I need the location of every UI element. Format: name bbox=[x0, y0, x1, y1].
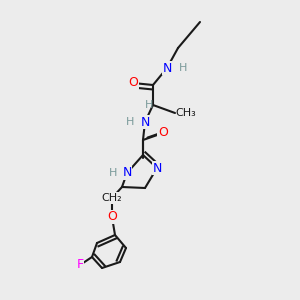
Text: O: O bbox=[128, 76, 138, 89]
Text: H: H bbox=[109, 168, 118, 178]
Text: H: H bbox=[145, 100, 153, 110]
Text: N: N bbox=[140, 116, 150, 128]
Text: H: H bbox=[126, 117, 134, 127]
Text: O: O bbox=[158, 127, 168, 140]
Text: O: O bbox=[107, 211, 117, 224]
Text: N: N bbox=[162, 61, 172, 74]
Text: CH₂: CH₂ bbox=[102, 193, 122, 203]
Text: N: N bbox=[122, 167, 132, 179]
Text: CH₃: CH₃ bbox=[175, 108, 196, 118]
Text: H: H bbox=[179, 63, 187, 73]
Text: F: F bbox=[76, 259, 84, 272]
Text: N: N bbox=[152, 161, 162, 175]
